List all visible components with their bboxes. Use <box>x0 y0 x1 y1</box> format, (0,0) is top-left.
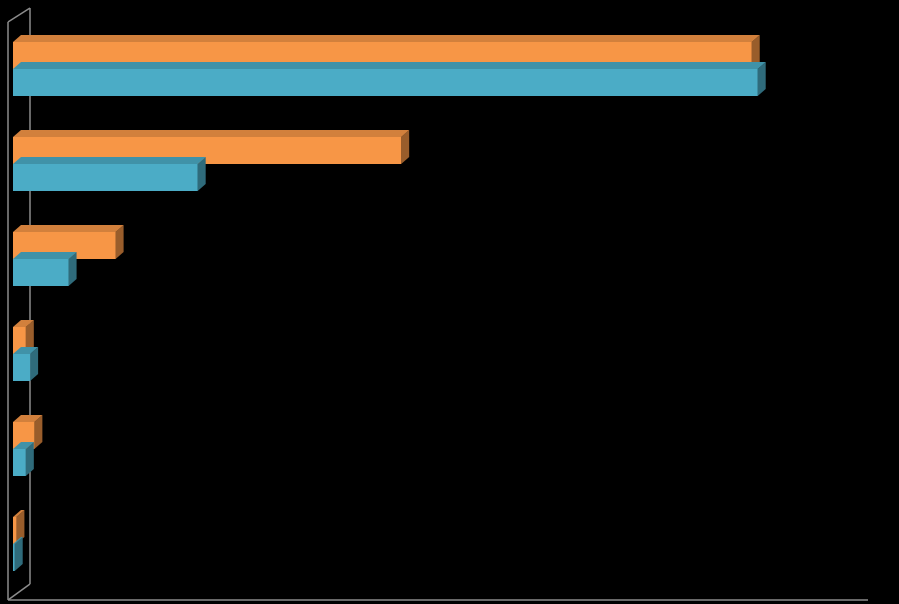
walls <box>7 7 868 601</box>
bar <box>13 449 26 476</box>
bar-top <box>13 157 206 164</box>
bar-top <box>13 347 39 354</box>
floor-edge <box>7 583 31 601</box>
bar-top <box>13 442 34 449</box>
bar-side <box>14 537 23 571</box>
bar-top <box>13 62 766 69</box>
bar <box>13 354 31 381</box>
bar-side <box>757 62 766 96</box>
bar-top <box>13 130 410 137</box>
bar-side <box>197 157 206 191</box>
bar-side <box>30 347 39 381</box>
bar-top <box>13 225 124 232</box>
bar-side <box>751 35 760 69</box>
bar-side <box>34 415 43 449</box>
bar <box>13 544 15 571</box>
bar-side <box>115 225 124 259</box>
bar-top <box>13 415 43 422</box>
bar <box>13 69 758 96</box>
bar <box>13 164 198 191</box>
bar-side <box>16 510 25 544</box>
bar <box>13 517 17 544</box>
bar-side <box>401 130 410 164</box>
wall-top-edge <box>7 7 31 23</box>
bar-top <box>13 252 77 259</box>
bar-top <box>13 510 25 517</box>
bar-top <box>13 35 760 42</box>
bar-side <box>25 320 34 354</box>
bar <box>13 259 69 286</box>
bar-side <box>25 442 34 476</box>
bar-top <box>13 320 34 327</box>
bar-side <box>68 252 77 286</box>
bar-top <box>13 537 23 544</box>
